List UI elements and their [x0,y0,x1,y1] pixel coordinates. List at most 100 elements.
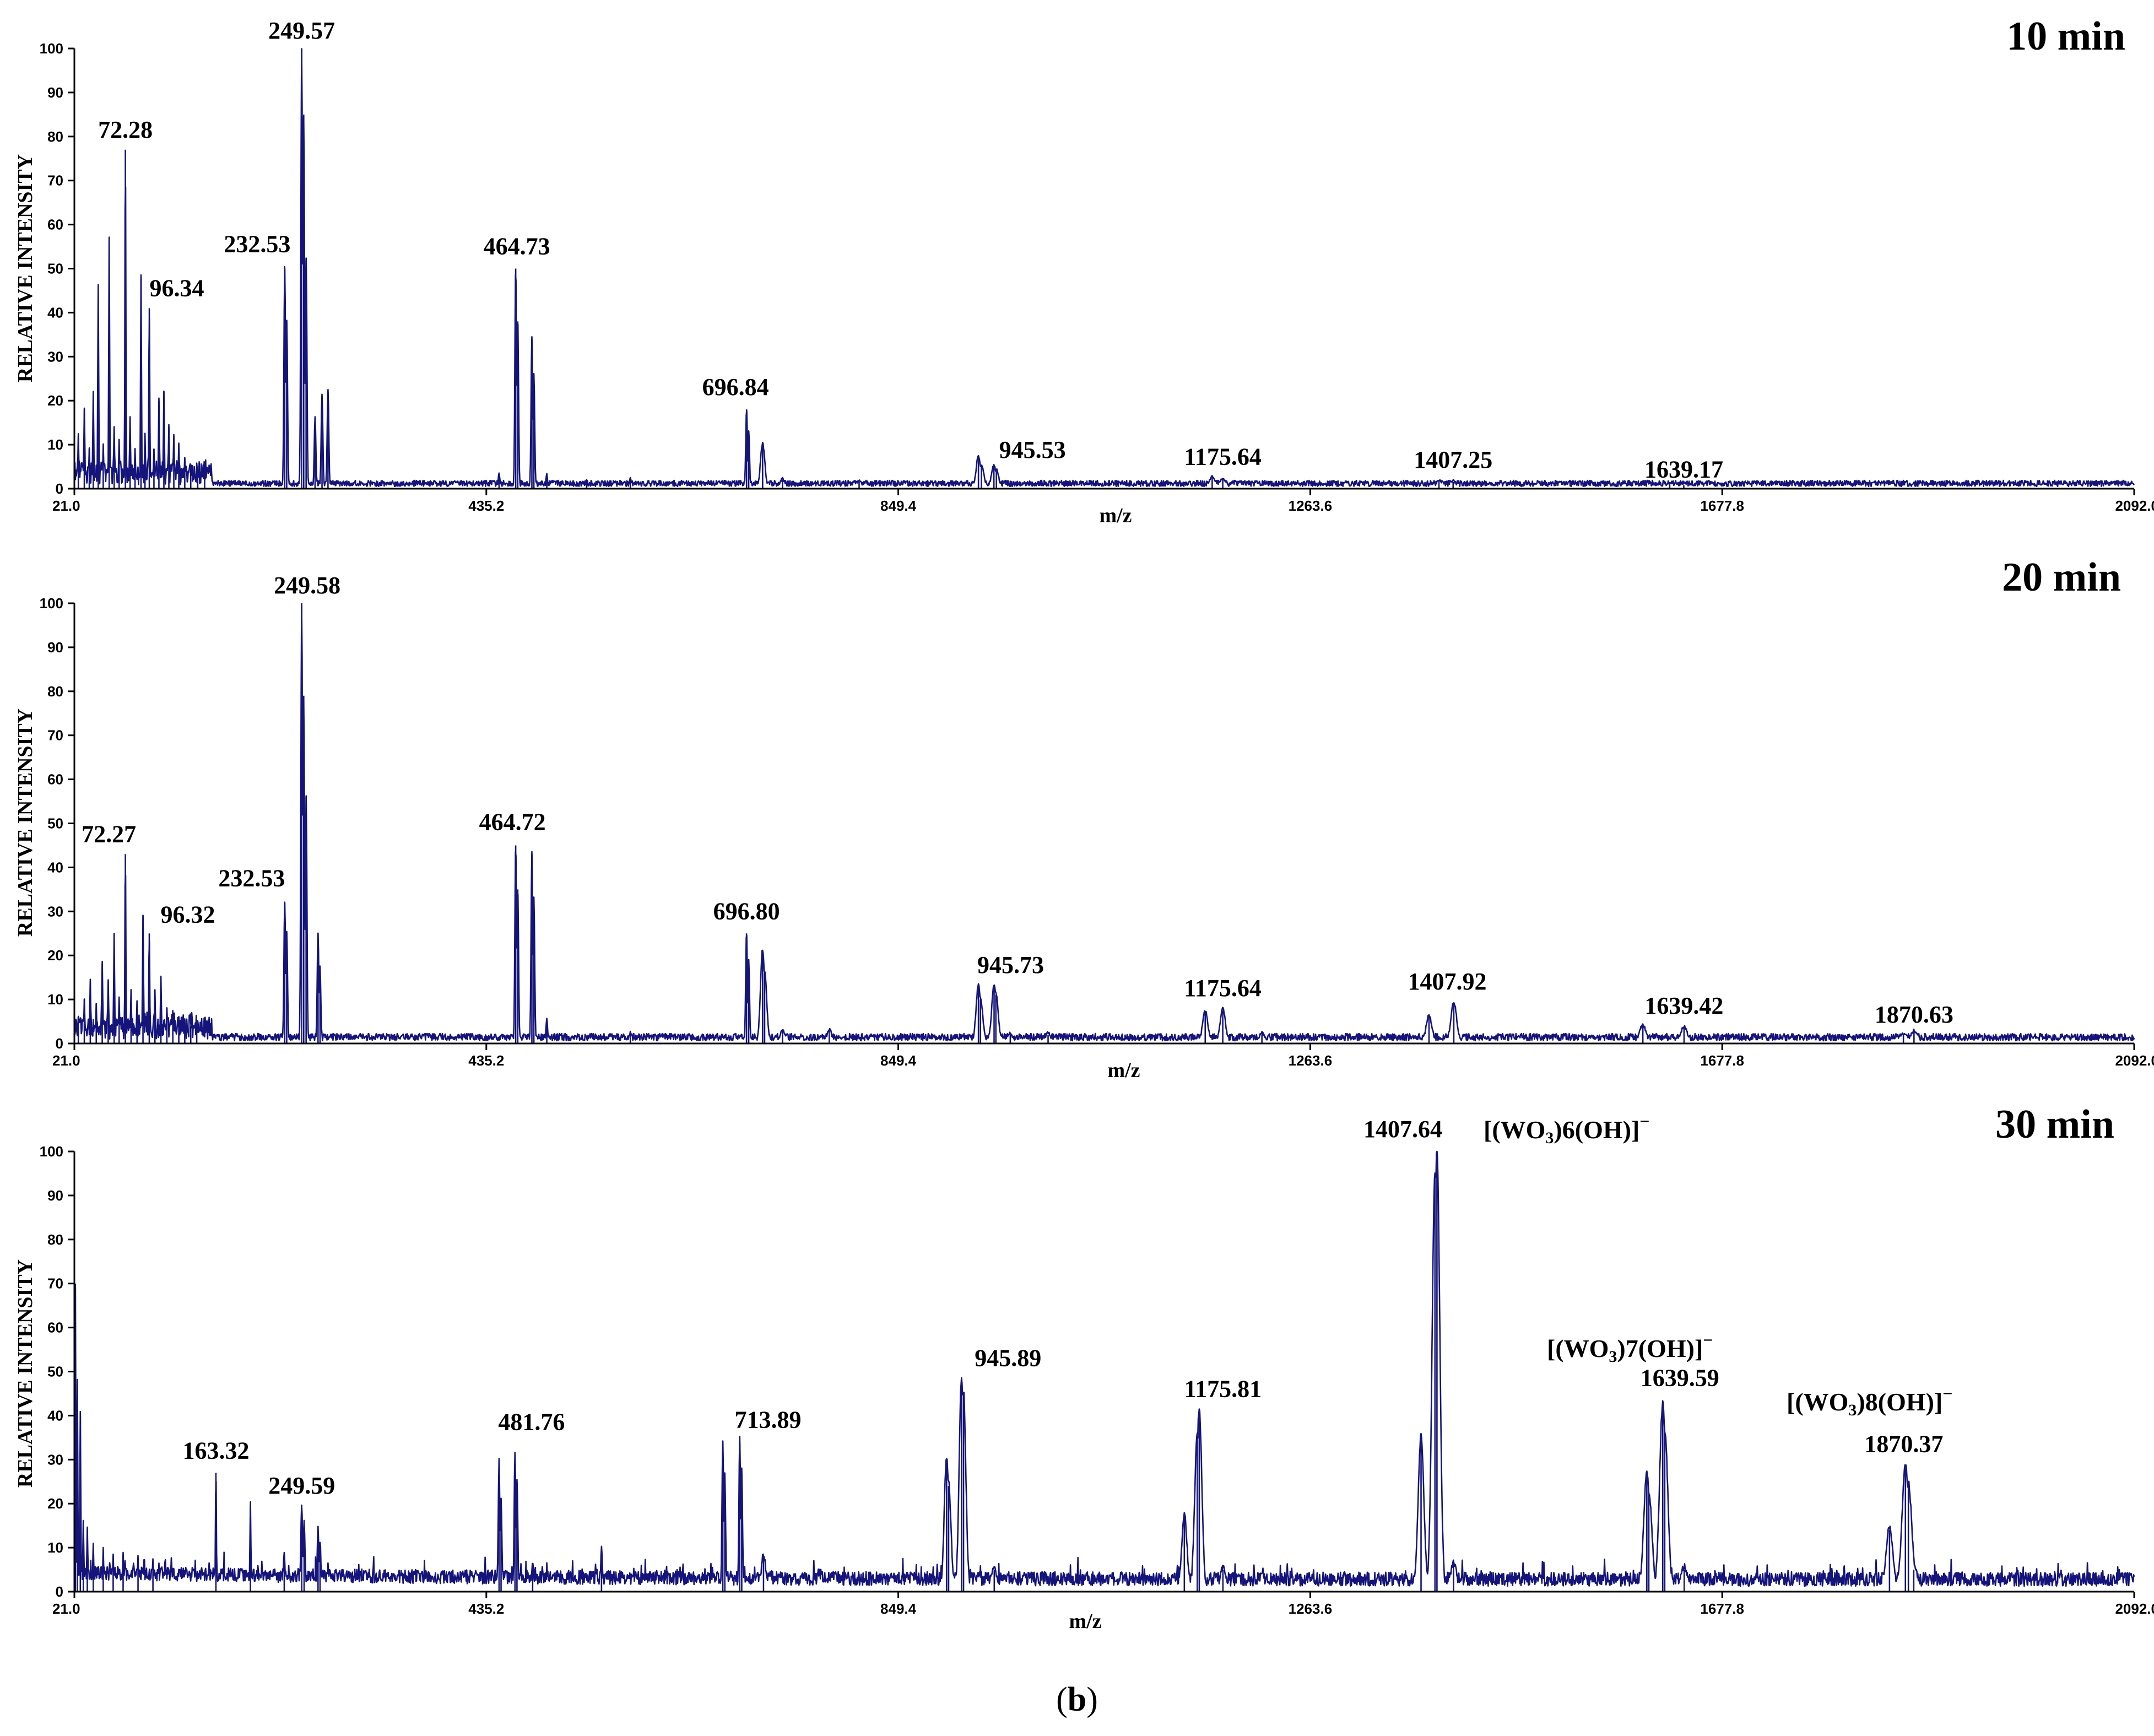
peak-label: 96.34 [150,274,204,301]
peak-label: 1639.42 [1644,992,1723,1019]
peak-label: 481.76 [498,1408,565,1435]
peak-label: 1175.81 [1184,1375,1262,1402]
y-tick-label: 20 [47,947,63,964]
y-tick-label: 0 [56,480,63,497]
panel-10min: RELATIVE INTENSITY 0 10 20 30 40 50 60 70 80 90 10… [14,14,2154,527]
x-tick-label: 1677.8 [1700,1052,1744,1069]
peak-label: 713.89 [734,1406,801,1433]
peak-label: 696.84 [702,374,769,401]
y-axis: 0 10 20 30 40 50 60 70 80 90 100 [40,595,74,1052]
panel-30min: RELATIVE INTENSITY 0 10 20 30 40 50 60 70 80 90 10… [14,1102,2154,1633]
figure-caption: (b) [1056,1681,1098,1718]
spectrum-trace [73,604,2135,1042]
y-tick-label: 60 [47,1319,63,1336]
peak-label: 72.28 [98,116,153,143]
peak-label: 1639.59 [1641,1364,1719,1391]
y-tick-label: 90 [47,84,63,101]
x-tick-label: 1263.6 [1289,497,1333,514]
peak-label: 249.57 [268,17,335,44]
peak-label: 696.80 [713,897,780,924]
y-tick-label: 90 [47,1187,63,1204]
spectrum-trace [73,1150,2135,1587]
y-tick-label: 40 [47,859,63,875]
y-tick-label: 30 [47,1451,63,1468]
x-tick-label: 1677.8 [1700,1600,1744,1617]
axis-lines [73,48,2134,490]
peak-labels: 163.32 249.59 481.76 713.89 945.89 1175.81 140… [182,1116,1943,1499]
y-axis: 0 10 20 30 40 50 60 70 80 90 100 [40,40,74,497]
x-tick-label: 2092.0 [2115,1600,2154,1617]
x-tick-label: 1677.8 [1700,497,1744,514]
peak-label: 72.27 [82,820,136,847]
x-tick-label: 2092.0 [2115,497,2154,514]
peak-label: 1407.25 [1414,446,1492,473]
x-tick-label: 1263.6 [1289,1052,1333,1069]
spectrum-trace [73,48,2135,488]
y-tick-label: 70 [47,727,63,744]
y-tick-label: 100 [40,595,63,612]
y-tick-label: 40 [47,1407,63,1424]
peak-label: 945.73 [977,951,1044,978]
axis-lines [73,1151,2134,1593]
peak-label: 464.73 [484,233,550,260]
y-tick-label: 30 [47,348,63,365]
x-tick-label: 21.0 [52,1052,80,1069]
x-tick-label: 849.4 [880,1052,917,1069]
peak-label: 945.89 [975,1344,1041,1371]
x-axis: 21.0 435.2 849.4 1263.6 1677.8 2092.0 [52,1043,2154,1069]
spectrum-plot [73,603,2135,1045]
x-axis-label: m/z [1069,1610,1101,1633]
y-tick-label: 100 [40,1143,63,1160]
axis-lines [73,603,2134,1045]
y-axis-label: RELATIVE INTENSITY [14,1259,37,1488]
y-tick-label: 80 [47,1231,63,1248]
y-tick-label: 20 [47,392,63,409]
peak-label: 1407.92 [1408,968,1486,995]
ion-label-wo3-6: [(WO3)6(OH)]− [1484,1111,1650,1147]
peak-label: 232.53 [224,231,290,258]
x-tick-label: 1263.6 [1289,1600,1333,1617]
x-tick-label: 2092.0 [2115,1052,2154,1069]
x-tick-label: 849.4 [880,497,917,514]
y-axis-label: RELATIVE INTENSITY [14,154,37,382]
peak-labels: 249.57 72.28 232.53 96.34 464.73 696.84 945.53… [98,17,1723,483]
peak-label: 1407.64 [1363,1116,1442,1143]
peak-label: 249.58 [274,572,340,599]
peak-label: 96.32 [160,901,215,928]
x-tick-label: 21.0 [52,497,80,514]
y-tick-label: 100 [40,40,63,57]
y-tick-label: 0 [56,1035,63,1052]
peak-label: 1175.64 [1184,443,1262,470]
x-axis: 21.0 435.2 849.4 1263.6 1677.8 2092.0 [52,1592,2154,1617]
panel-20min: RELATIVE INTENSITY 0 10 20 30 40 50 60 70 80 90 10… [14,555,2154,1082]
y-axis-label: RELATIVE INTENSITY [14,709,37,937]
y-axis: 0 10 20 30 40 50 60 70 80 90 100 [40,1143,74,1600]
ion-label-wo3-7: [(WO3)7(OH)]− [1547,1330,1713,1366]
y-tick-label: 0 [56,1583,63,1600]
y-tick-label: 80 [47,683,63,700]
peak-label: 464.72 [479,808,546,835]
peak-label: 1870.37 [1864,1430,1943,1457]
peak-label: 232.53 [218,864,285,891]
spectrum-plot [73,1150,2135,1593]
y-tick-label: 20 [47,1495,63,1512]
x-axis: 21.0 435.2 849.4 1263.6 1677.8 2092.0 [52,489,2154,514]
panel-title: 30 min [1995,1102,2114,1147]
peak-label: 1870.63 [1875,1001,1953,1028]
y-tick-label: 70 [47,1275,63,1292]
y-tick-label: 50 [47,1364,63,1380]
x-axis-label: m/z [1107,1059,1140,1082]
y-tick-label: 30 [47,903,63,920]
x-tick-label: 435.2 [468,1052,504,1069]
y-tick-label: 60 [47,217,63,233]
y-tick-label: 10 [47,436,63,453]
x-tick-label: 435.2 [468,1600,504,1617]
y-tick-label: 50 [47,261,63,277]
x-tick-label: 435.2 [468,497,504,514]
peak-label: 945.53 [999,436,1066,463]
x-axis-label: m/z [1099,504,1132,527]
panel-title: 10 min [2006,14,2125,59]
y-tick-label: 90 [47,639,63,656]
